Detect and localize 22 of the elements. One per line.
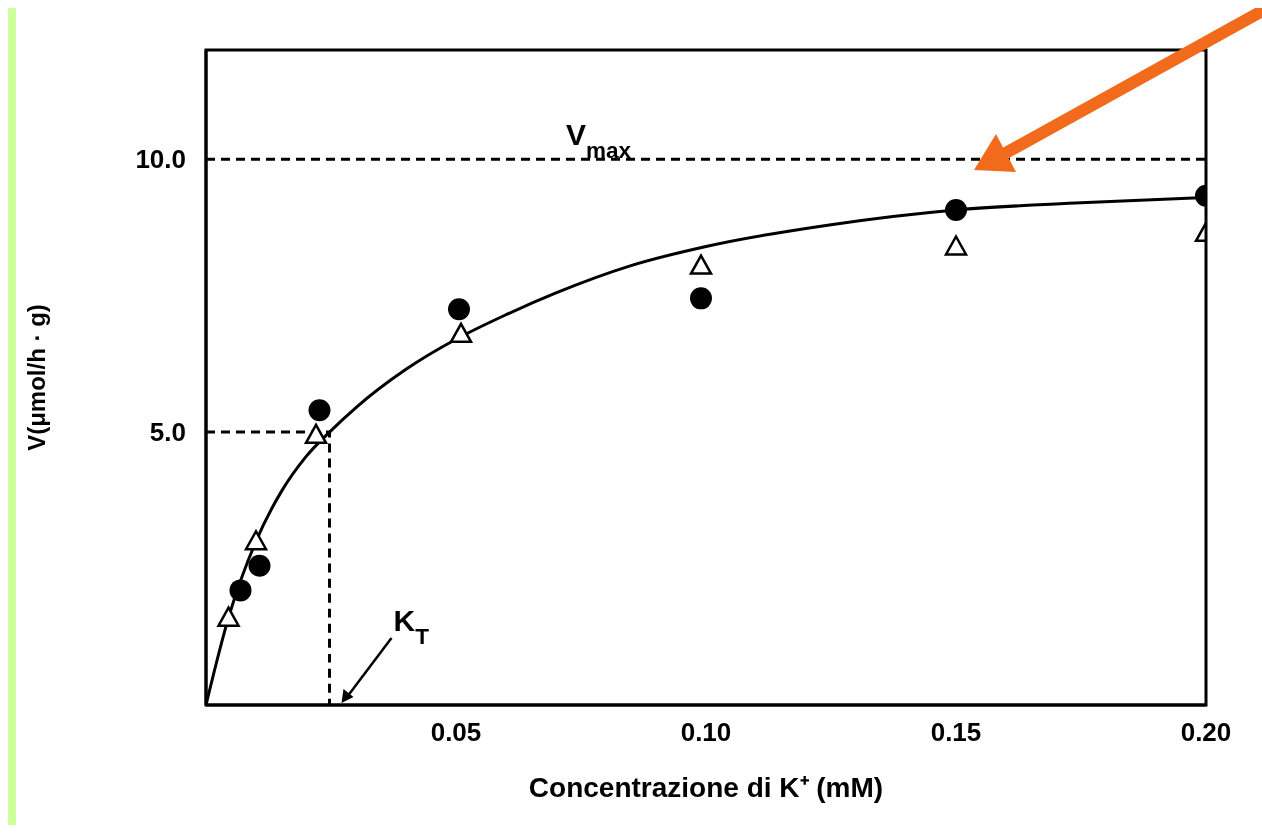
point — [689, 254, 713, 275]
y-tick-label: 5.0 — [149, 417, 186, 448]
y-tick-label: 10.0 — [135, 144, 186, 175]
point — [944, 235, 968, 256]
ref-line-label: V$_{max}$ — [566, 118, 632, 163]
x-tick-label: 0.20 — [1180, 717, 1232, 748]
point — [945, 198, 967, 221]
point — [229, 579, 252, 602]
annotation: K$_{T}$ — [393, 604, 430, 649]
x-axis-title: Concentrazione di K⁺ (mM) — [528, 772, 884, 803]
point — [244, 530, 268, 551]
x-tick-label: 0.10 — [680, 717, 732, 748]
x-tick-label: 0.05 — [430, 717, 482, 748]
point — [248, 554, 271, 577]
point — [449, 322, 473, 344]
point — [308, 399, 331, 422]
point — [217, 606, 240, 627]
y-axis-title: V(μmol/h · g) — [22, 304, 50, 451]
point — [304, 423, 328, 445]
point — [690, 287, 712, 310]
x-tick-label: 0.15 — [930, 717, 982, 748]
point — [448, 298, 470, 321]
